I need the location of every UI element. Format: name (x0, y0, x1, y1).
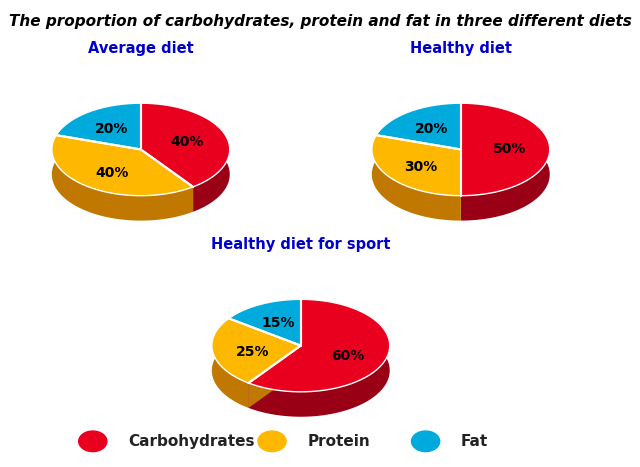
Text: 40%: 40% (95, 165, 129, 179)
Polygon shape (141, 149, 193, 212)
Text: 25%: 25% (236, 345, 269, 359)
Polygon shape (141, 149, 193, 212)
Polygon shape (461, 103, 550, 196)
Text: 30%: 30% (404, 160, 438, 174)
Text: The proportion of carbohydrates, protein and fat in three different diets: The proportion of carbohydrates, protein… (8, 14, 632, 29)
Text: Carbohydrates: Carbohydrates (128, 434, 255, 449)
Text: 20%: 20% (415, 122, 449, 136)
Text: 15%: 15% (262, 316, 295, 330)
Polygon shape (372, 135, 461, 220)
Text: Healthy diet: Healthy diet (410, 41, 512, 56)
Text: Healthy diet for sport: Healthy diet for sport (211, 237, 390, 252)
Polygon shape (461, 103, 550, 220)
Polygon shape (212, 318, 301, 383)
Polygon shape (372, 135, 461, 196)
Polygon shape (56, 103, 141, 149)
Polygon shape (376, 103, 461, 149)
Polygon shape (212, 318, 248, 408)
Polygon shape (141, 103, 230, 187)
Polygon shape (52, 135, 193, 196)
Polygon shape (248, 299, 390, 392)
Text: 20%: 20% (95, 122, 129, 136)
Text: 40%: 40% (171, 134, 204, 149)
Polygon shape (52, 135, 193, 220)
Text: 60%: 60% (331, 349, 364, 363)
Text: Protein: Protein (307, 434, 370, 449)
Text: 50%: 50% (493, 142, 527, 156)
Polygon shape (141, 103, 230, 212)
Polygon shape (248, 346, 301, 408)
Text: Fat: Fat (461, 434, 488, 449)
Polygon shape (248, 299, 390, 417)
Polygon shape (248, 346, 301, 408)
Text: Average diet: Average diet (88, 41, 194, 56)
Polygon shape (229, 299, 301, 346)
